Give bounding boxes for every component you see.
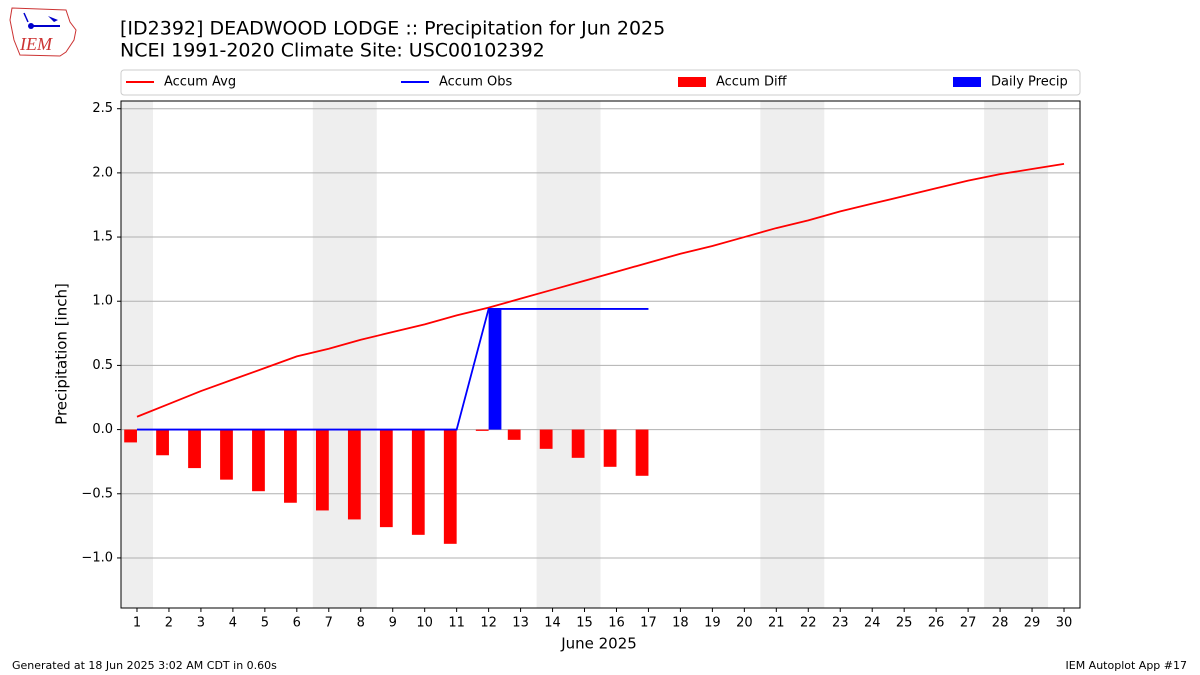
- footer-right: IEM Autoplot App #17: [1066, 659, 1188, 672]
- x-tick-label: 24: [864, 616, 881, 631]
- x-tick-label: 20: [736, 616, 753, 631]
- bar: [603, 429, 617, 467]
- bar: [571, 429, 585, 458]
- logo: IEM: [9, 7, 77, 57]
- x-tick-label: 2: [165, 616, 173, 631]
- x-tick-label: 27: [960, 616, 977, 631]
- x-tick-label: 6: [293, 616, 301, 631]
- x-tick-label: 8: [357, 616, 365, 631]
- legend-label: Accum Diff: [716, 75, 788, 90]
- bar: [475, 429, 489, 431]
- bar: [124, 429, 137, 443]
- y-tick-label: 2.0: [92, 165, 113, 180]
- bar: [411, 429, 425, 535]
- y-tick-label: 0.5: [92, 358, 113, 373]
- bar: [443, 429, 457, 544]
- bar: [220, 429, 233, 480]
- x-tick-label: 12: [480, 616, 497, 631]
- x-tick-label: 11: [448, 616, 465, 631]
- x-tick-label: 4: [229, 616, 237, 631]
- y-tick-label: 1.0: [92, 294, 113, 309]
- x-tick-label: 23: [832, 616, 849, 631]
- bar: [507, 429, 521, 440]
- legend-swatch: [678, 77, 706, 87]
- logo-text: IEM: [19, 34, 53, 54]
- x-tick-label: 18: [672, 616, 689, 631]
- chart-title: [ID2392] DEADWOOD LODGE :: Precipitation…: [120, 18, 665, 40]
- legend-swatch: [953, 77, 981, 87]
- bar: [188, 429, 201, 469]
- x-tick-label: 22: [800, 616, 817, 631]
- line: [136, 308, 649, 431]
- x-tick-label: 7: [325, 616, 333, 631]
- footer-left: Generated at 18 Jun 2025 3:02 AM CDT in …: [12, 659, 277, 672]
- x-tick-label: 5: [261, 616, 269, 631]
- x-tick-label: 1: [133, 616, 141, 631]
- x-tick-label: 14: [544, 616, 561, 631]
- y-tick-label: 0.0: [92, 422, 113, 437]
- x-tick-label: 19: [704, 616, 721, 631]
- x-tick-label: 25: [896, 616, 913, 631]
- y-tick-label: 1.5: [92, 230, 113, 245]
- x-tick-label: 28: [992, 616, 1009, 631]
- legend-box: [120, 69, 1081, 96]
- x-tick-label: 16: [608, 616, 625, 631]
- bar: [347, 429, 361, 520]
- x-tick-label: 30: [1056, 616, 1073, 631]
- y-tick-label: −1.0: [81, 550, 113, 565]
- x-tick-label: 29: [1024, 616, 1041, 631]
- line: [136, 163, 1065, 418]
- x-tick-label: 15: [576, 616, 593, 631]
- shaded-span: [984, 101, 1049, 608]
- x-tick-label: 9: [389, 616, 397, 631]
- x-tick-label: 26: [928, 616, 945, 631]
- bar: [252, 429, 265, 492]
- shaded-span: [536, 101, 601, 608]
- shaded-span: [121, 101, 153, 608]
- bar: [539, 429, 553, 449]
- x-tick-label: 21: [768, 616, 785, 631]
- legend-label: Daily Precip: [991, 75, 1068, 90]
- y-axis-label: Precipitation [inch]: [53, 283, 71, 425]
- x-tick-label: 17: [640, 616, 657, 631]
- x-tick-label: 13: [512, 616, 529, 631]
- y-tick-label: −0.5: [81, 486, 113, 501]
- legend-label: Accum Avg: [164, 75, 236, 90]
- x-tick-label: 10: [416, 616, 433, 631]
- shaded-span: [760, 101, 825, 608]
- bar: [156, 429, 169, 456]
- y-tick-label: 2.5: [92, 101, 113, 116]
- chart-subtitle: NCEI 1991-2020 Climate Site: USC00102392: [120, 40, 545, 62]
- bar: [488, 308, 502, 430]
- shaded-span: [312, 101, 377, 608]
- x-axis-label: June 2025: [560, 635, 637, 653]
- bar: [379, 429, 393, 528]
- legend-label: Accum Obs: [439, 75, 512, 90]
- plot-frame: [120, 100, 1081, 609]
- x-tick-label: 3: [197, 616, 205, 631]
- bar: [315, 429, 329, 511]
- bar: [635, 429, 649, 476]
- bar: [284, 429, 297, 503]
